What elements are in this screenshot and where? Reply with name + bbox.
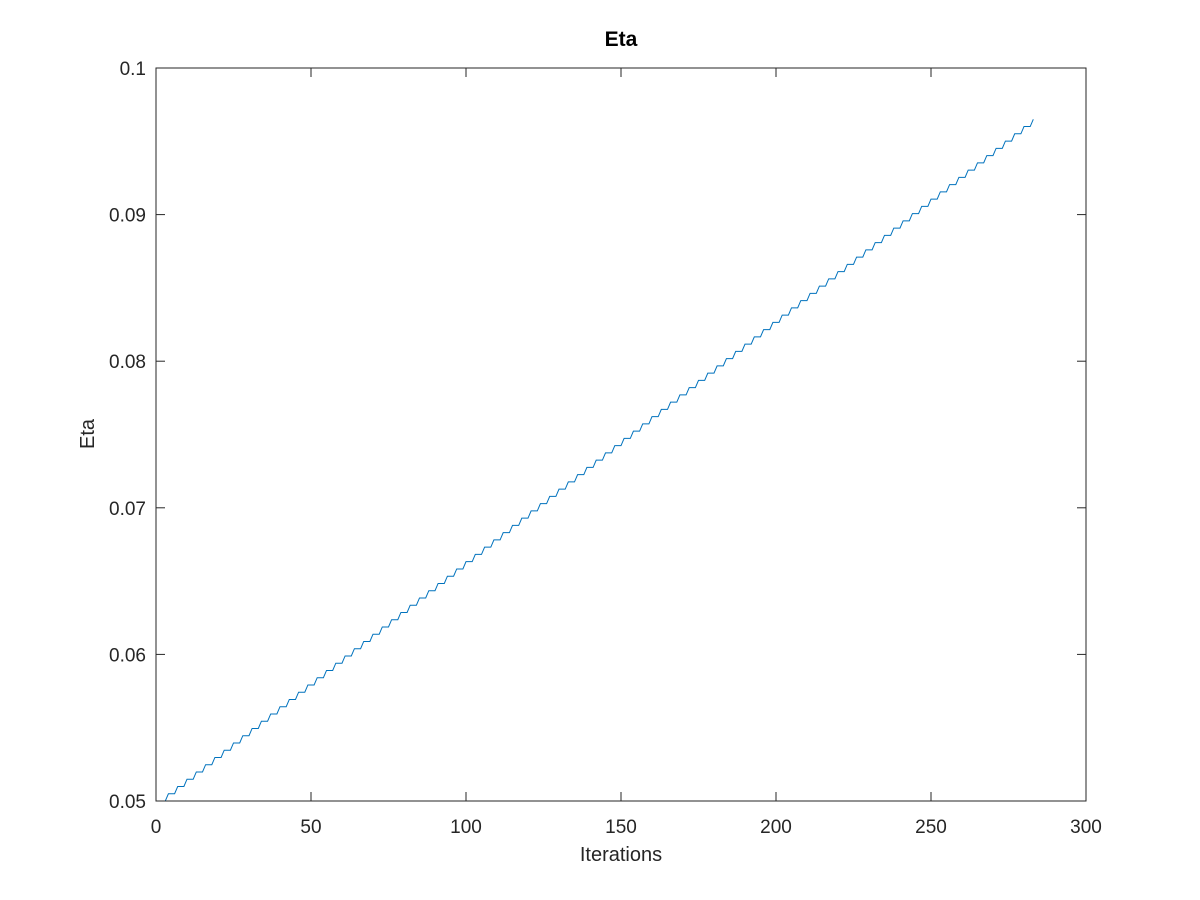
y-tick-label: 0.05 xyxy=(109,792,146,813)
axes-background xyxy=(156,68,1086,801)
x-tick-label: 200 xyxy=(760,817,792,838)
x-tick-label: 100 xyxy=(450,817,482,838)
y-tick-label: 0.06 xyxy=(109,645,146,666)
y-axis-label: Eta xyxy=(77,418,99,449)
tick-labels: 0 50 100 150 200 250 300 0.05 0.06 0.07 0.08 0.09 0.… xyxy=(109,59,1102,838)
y-tick-label: 0.1 xyxy=(120,59,146,80)
x-tick-label: 300 xyxy=(1070,817,1102,838)
eta-series-line xyxy=(159,119,1034,802)
chart-title: Eta xyxy=(605,28,638,51)
x-tick-label: 250 xyxy=(915,817,947,838)
axes-box xyxy=(155,67,1087,802)
x-axis-label: Iterations xyxy=(580,844,662,866)
y-tick-label: 0.08 xyxy=(109,352,146,373)
x-tick-label: 50 xyxy=(300,817,321,838)
y-tick-label: 0.09 xyxy=(109,206,146,227)
y-tick-label: 0.07 xyxy=(109,499,146,520)
x-tick-label: 150 xyxy=(605,817,637,838)
x-tick-label: 0 xyxy=(151,817,162,838)
